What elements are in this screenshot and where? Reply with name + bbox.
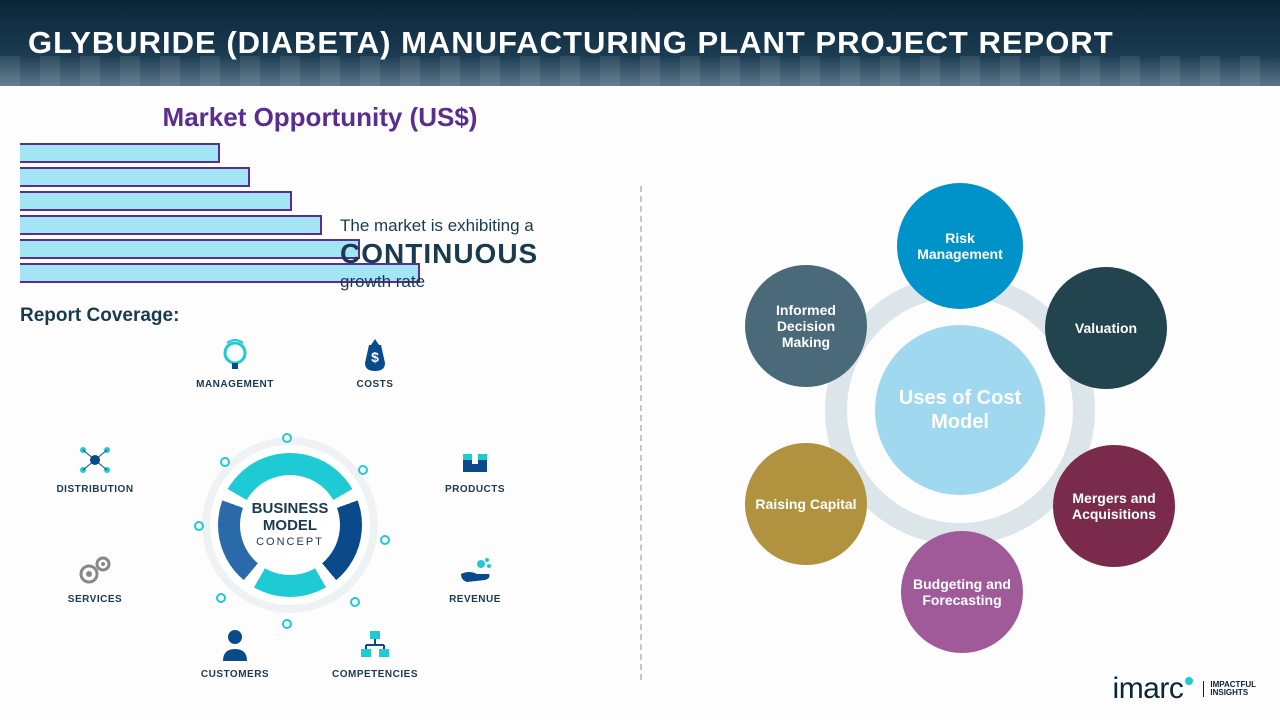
coverage-item-management: MANAGEMENT bbox=[180, 335, 290, 390]
network-icon bbox=[75, 440, 115, 480]
svg-text:$: $ bbox=[371, 349, 379, 365]
cost-model-hub: Uses of Cost Model Risk ManagementValuat… bbox=[785, 235, 1135, 585]
bm-center-top: BUSINESS bbox=[252, 500, 329, 517]
cost-node-budgeting-and-forecasting: Budgeting and Forecasting bbox=[901, 531, 1023, 653]
growth-line2: growth rate bbox=[340, 272, 600, 292]
cost-node-informed-decision-making: Informed Decision Making bbox=[745, 265, 867, 387]
header-banner: GLYBURIDE (DIABETA) MANUFACTURING PLANT … bbox=[0, 0, 1280, 86]
coverage-label: COMPETENCIES bbox=[332, 669, 418, 680]
ring-dot bbox=[350, 597, 360, 607]
gears-icon bbox=[75, 550, 115, 590]
coverage-item-costs: $ COSTS bbox=[320, 335, 430, 390]
growth-callout: The market is exhibiting a CONTINUOUS gr… bbox=[340, 216, 600, 292]
logo-text: imarc bbox=[1113, 672, 1184, 706]
cost-node-risk-management: Risk Management bbox=[897, 183, 1023, 309]
coverage-item-services: SERVICES bbox=[40, 550, 150, 605]
bm-center-sub: CONCEPT bbox=[252, 536, 329, 548]
business-model-diagram: BUSINESS MODEL CONCEPT MANAGEMENT $ COSTS D… bbox=[20, 335, 620, 675]
growth-line1: The market is exhibiting a bbox=[340, 216, 600, 236]
market-bar bbox=[20, 239, 360, 259]
coverage-label: CUSTOMERS bbox=[201, 669, 269, 680]
coverage-item-revenue: REVENUE bbox=[420, 550, 530, 605]
moneybag-icon: $ bbox=[355, 335, 395, 375]
person-icon bbox=[215, 625, 255, 665]
bm-center-mid: MODEL bbox=[263, 517, 317, 534]
coverage-item-competencies: COMPETENCIES bbox=[320, 625, 430, 680]
cost-node-mergers-and-acquisitions: Mergers and Acquisitions bbox=[1053, 445, 1175, 567]
cost-node-valuation: Valuation bbox=[1045, 267, 1167, 389]
ring-dot bbox=[220, 457, 230, 467]
coverage-label: MANAGEMENT bbox=[196, 379, 274, 390]
coverage-item-distribution: DISTRIBUTION bbox=[40, 440, 150, 495]
market-bar bbox=[20, 143, 220, 163]
ring-dot bbox=[282, 433, 292, 443]
org-icon bbox=[355, 625, 395, 665]
coverage-item-products: PRODUCTS bbox=[420, 440, 530, 495]
ring-dot bbox=[380, 535, 390, 545]
coverage-label: REVENUE bbox=[449, 594, 501, 605]
logo-tagline: IMPACTFUL INSIGHTS bbox=[1203, 681, 1256, 697]
coverage-label: COSTS bbox=[357, 379, 394, 390]
hub-center: Uses of Cost Model bbox=[875, 325, 1045, 495]
hub-center-label: Uses of Cost Model bbox=[875, 386, 1045, 434]
right-panel: Uses of Cost Model Risk ManagementValuat… bbox=[640, 86, 1280, 720]
ring-dot bbox=[282, 619, 292, 629]
ring-dot bbox=[216, 593, 226, 603]
left-panel: Market Opportunity (US$) The market is e… bbox=[0, 86, 640, 720]
page-title: GLYBURIDE (DIABETA) MANUFACTURING PLANT … bbox=[28, 25, 1114, 61]
hand-icon bbox=[455, 550, 495, 590]
growth-big: CONTINUOUS bbox=[340, 238, 600, 270]
box-icon bbox=[455, 440, 495, 480]
lightbulb-icon bbox=[215, 335, 255, 375]
coverage-label: PRODUCTS bbox=[445, 484, 505, 495]
market-bar bbox=[20, 167, 250, 187]
brand-logo: imarc IMPACTFUL INSIGHTS bbox=[1113, 672, 1256, 706]
coverage-label: SERVICES bbox=[68, 594, 122, 605]
ring-dot bbox=[358, 465, 368, 475]
logo-dot-icon bbox=[1185, 677, 1193, 685]
ring-dot bbox=[194, 521, 204, 531]
market-title: Market Opportunity (US$) bbox=[20, 102, 620, 133]
report-coverage-title: Report Coverage: bbox=[20, 305, 620, 327]
content-area: Market Opportunity (US$) The market is e… bbox=[0, 86, 1280, 720]
coverage-item-customers: CUSTOMERS bbox=[180, 625, 290, 680]
market-bar bbox=[20, 215, 322, 235]
market-bar bbox=[20, 191, 292, 211]
cost-node-raising-capital: Raising Capital bbox=[745, 443, 867, 565]
coverage-label: DISTRIBUTION bbox=[56, 484, 133, 495]
